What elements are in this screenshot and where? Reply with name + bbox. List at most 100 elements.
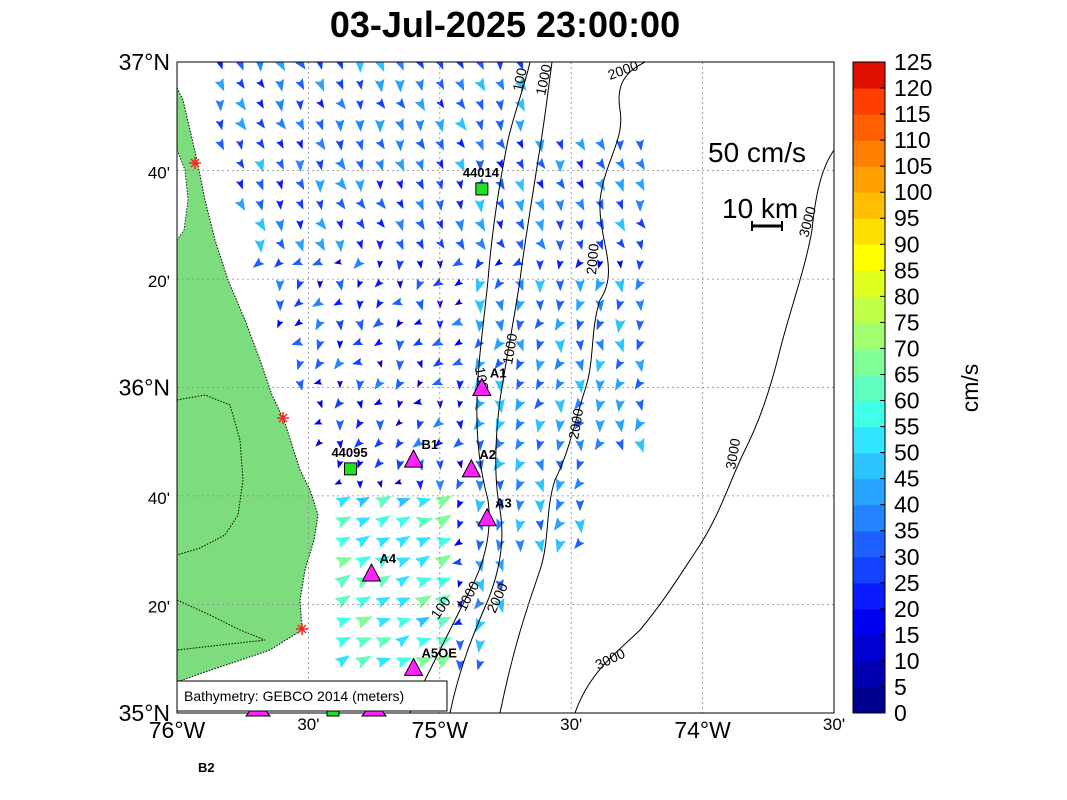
current-vector [575,339,585,352]
site-label-A3: A3 [495,496,512,511]
current-vector [474,237,486,251]
current-vector [337,459,344,469]
current-vector [415,616,431,628]
site-marker-B1[interactable] [403,449,424,468]
current-vector [391,297,404,306]
current-vector [615,318,626,334]
current-vector [354,535,371,549]
scale-arrow-label: 50 cm/s [708,137,806,168]
current-vector [334,636,352,649]
current-vector [515,518,526,533]
map-title: 03-Jul-2025 23:00:00 [329,4,681,45]
current-vector [335,617,352,629]
map-frame [176,61,835,714]
shore-station-2[interactable] [277,412,289,424]
current-vector [415,516,434,529]
current-vector [357,459,364,469]
current-vector [451,557,463,566]
current-vector [376,298,385,309]
shore-station-1[interactable] [189,157,201,169]
site-marker-A5OE[interactable] [403,657,424,676]
current-vector [476,658,485,671]
current-vector [375,419,385,432]
current-vector [616,259,623,269]
site-marker-A4[interactable] [361,562,382,582]
current-vector [394,516,412,529]
current-vector [475,498,486,514]
site-marker-A2[interactable] [461,458,482,478]
current-vector [515,62,524,71]
current-vector [554,338,565,354]
shore-station-3[interactable] [296,623,308,635]
current-vector [455,199,464,210]
buoy-marker-44014[interactable] [475,182,489,196]
current-vector [354,616,373,630]
colorbar-segment [853,244,885,271]
colorbar-tick-2: 10 [894,648,920,674]
colorbar-segment [853,270,885,297]
site-marker-A3[interactable] [477,507,497,527]
buoy-marker-44095[interactable] [343,462,357,476]
current-vector [516,498,525,512]
current-vector [455,237,465,251]
current-vector [515,457,526,473]
current-vector [374,119,385,133]
current-vector [574,537,585,550]
current-vector [534,197,545,212]
lon-tick-3: 30' [560,715,582,734]
current-vector [575,239,584,251]
colorbar-tick-16: 80 [894,283,920,309]
current-vector [335,139,344,151]
current-vector [635,398,644,412]
current-vector [336,219,344,230]
current-vector [474,77,486,92]
current-vector [394,535,411,549]
contour-label-3000: 3000 [795,204,819,238]
colorbar-tick-24: 120 [894,75,932,101]
current-vector [475,258,485,270]
current-vector [374,78,385,93]
current-vector [554,398,566,414]
current-vector [355,637,373,649]
current-vector [576,458,585,471]
current-vector [295,378,304,392]
current-vector [475,277,486,294]
current-vector [296,358,305,371]
current-vector [452,617,464,626]
current-vector [334,176,347,191]
site-marker-A1[interactable] [472,377,492,396]
current-vector [355,79,364,91]
current-vector [316,62,323,71]
colorbar-segment [853,556,885,584]
current-vector [554,317,566,332]
current-vector [255,98,264,109]
current-vector [635,199,645,212]
current-vector [574,417,585,430]
current-vector [355,517,372,529]
current-vector [414,97,425,112]
current-vector [457,579,464,589]
current-vector [516,378,525,391]
lat-tick-4: 20' [148,272,170,291]
map-grid [177,62,834,713]
current-vector [595,277,606,292]
colorbar-frame [852,61,886,714]
current-vector [351,357,363,366]
contour-label-1000: 1000 [532,63,554,97]
colorbar-segment [853,660,885,688]
colorbar-tick-20: 100 [894,179,932,205]
current-vector [415,119,425,132]
current-vector [314,137,326,151]
current-vector [574,397,586,410]
current-vector [295,159,305,172]
current-vector [216,62,223,70]
current-vector [456,379,464,391]
bathymetry-note-box [176,680,448,712]
current-vector [234,116,247,131]
current-vector [415,78,424,92]
current-vector [275,179,284,190]
current-vector [355,62,365,74]
colorbar-segment [853,504,885,532]
current-vector [356,480,364,489]
